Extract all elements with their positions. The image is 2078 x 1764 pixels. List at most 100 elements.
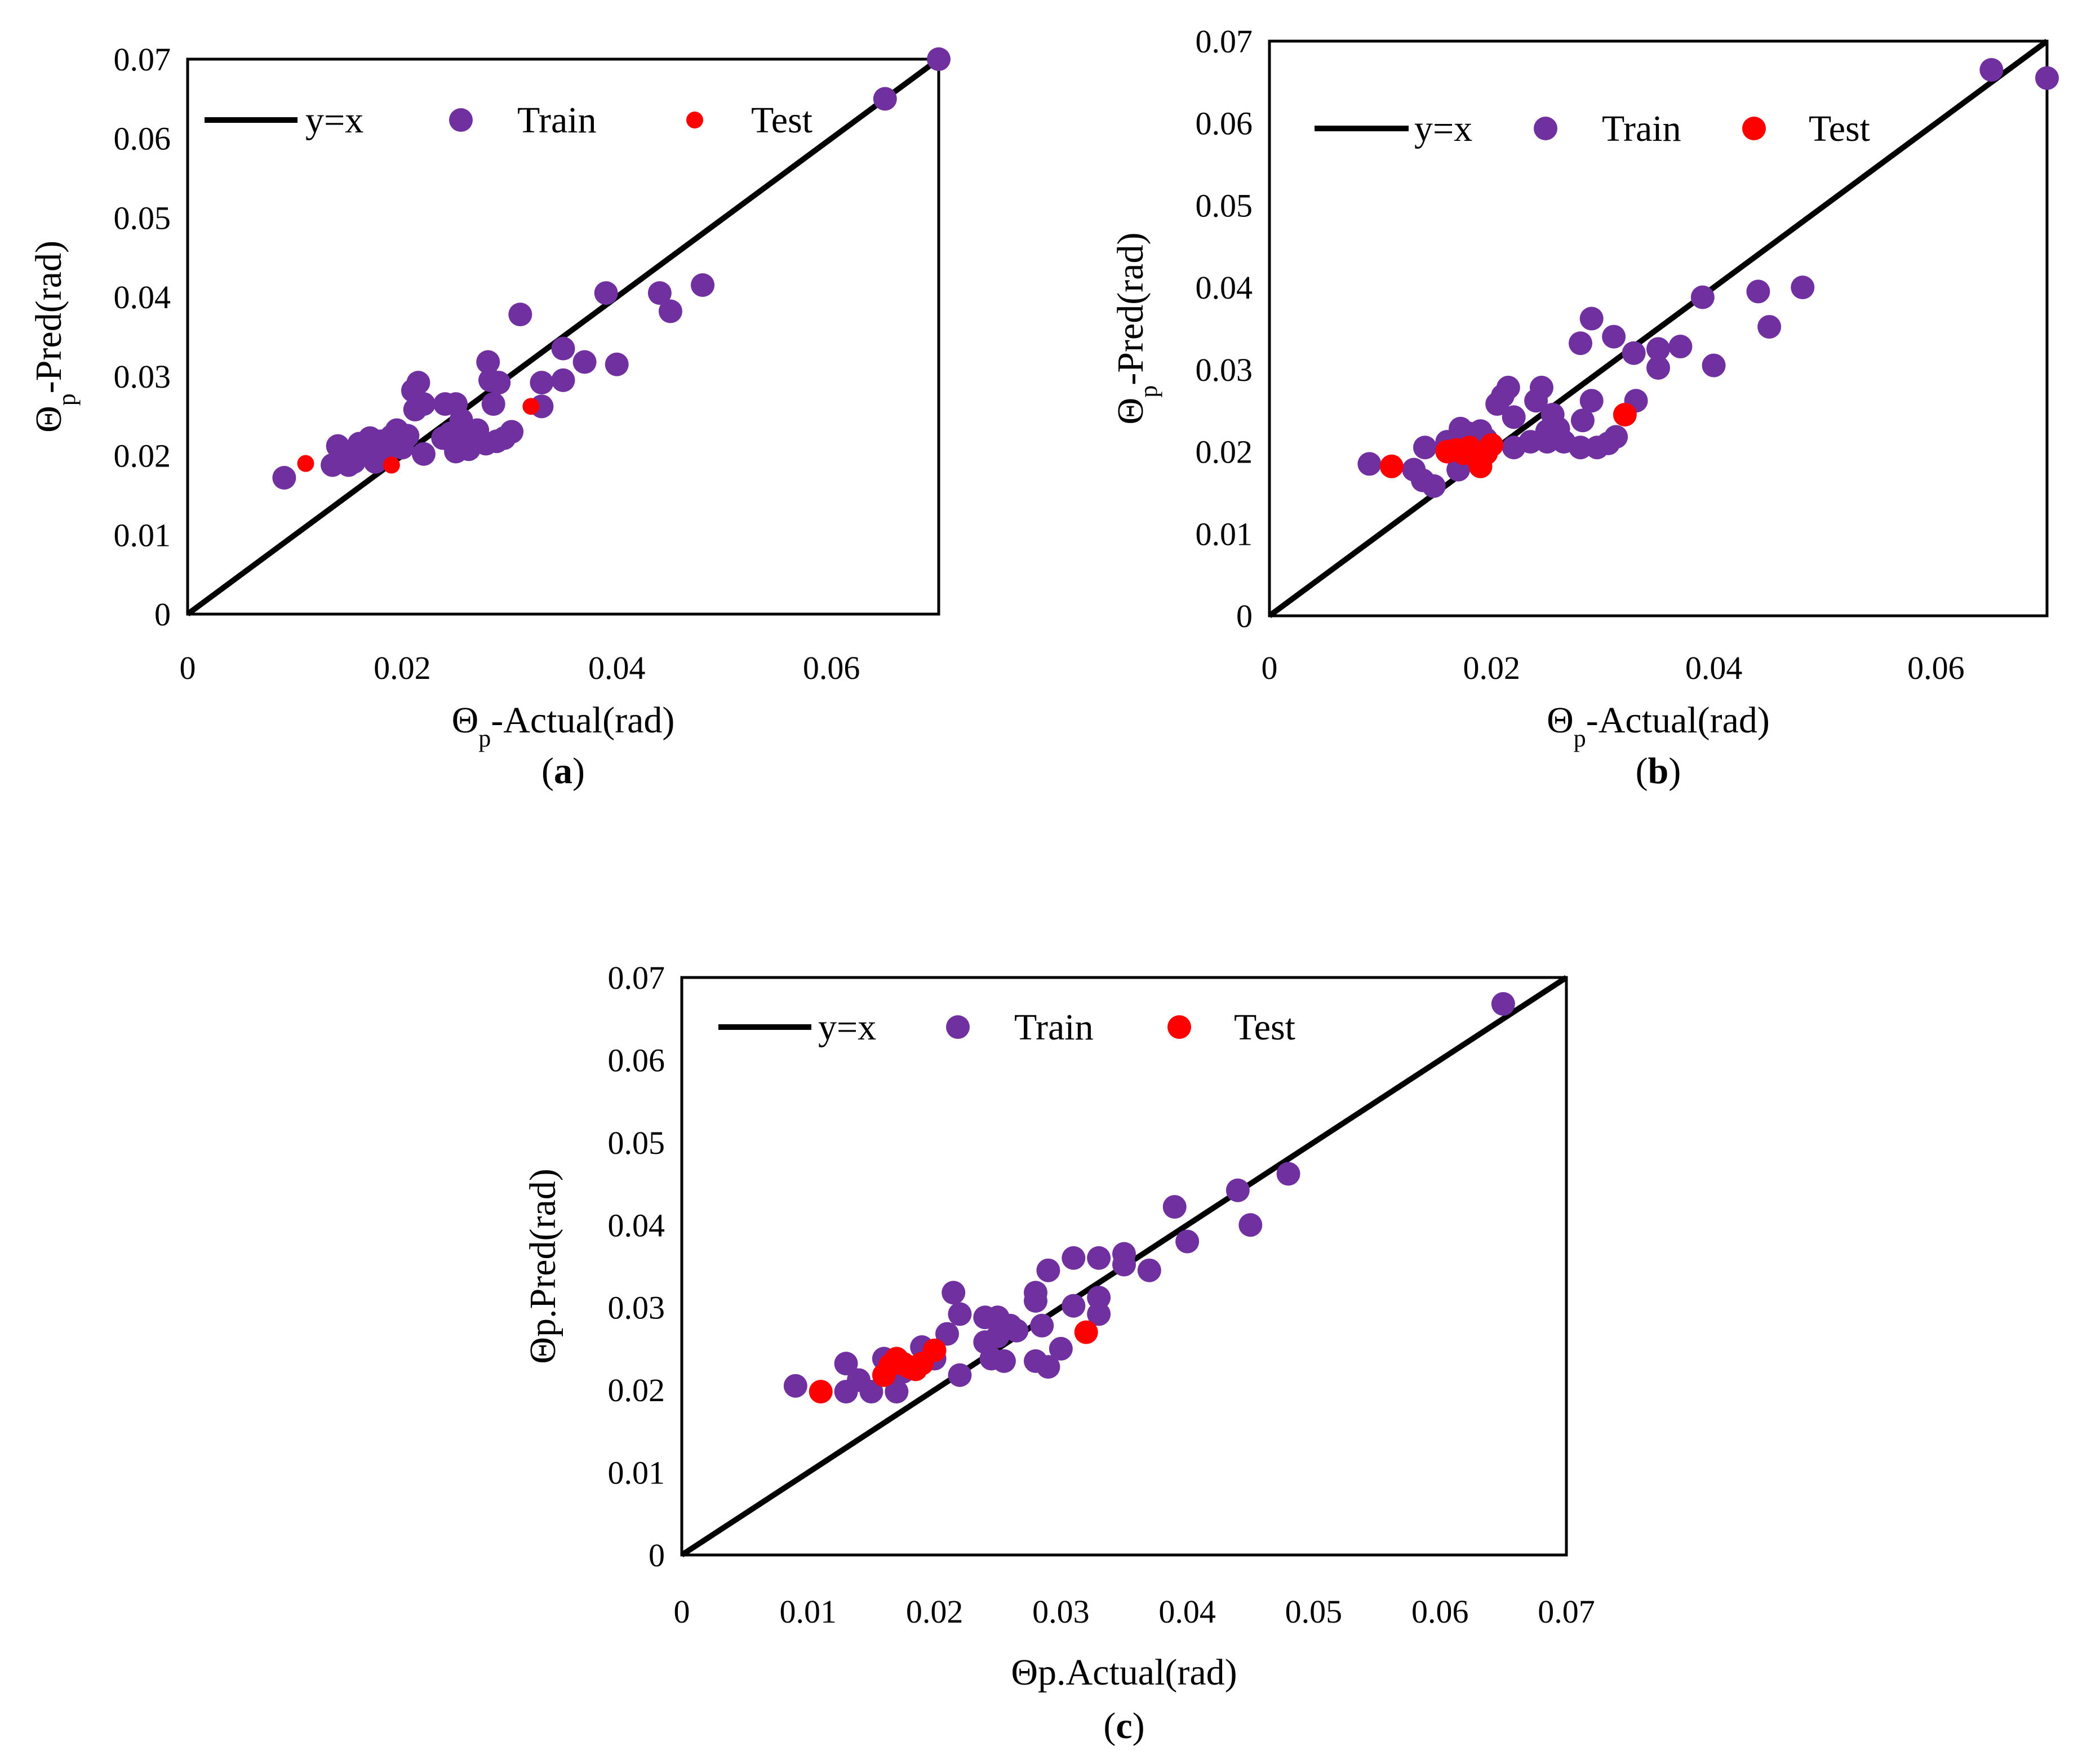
test-point: [297, 455, 314, 472]
train-point: [1579, 306, 1604, 331]
y-tick-label: 0.04: [114, 279, 171, 316]
test-point: [1074, 1320, 1098, 1344]
panel-label: (c): [1103, 1705, 1144, 1747]
y-tick-label: 0.04: [1196, 269, 1253, 306]
y-tick-label: 0.01: [608, 1455, 665, 1491]
train-point: [1791, 276, 1815, 300]
legend-train-marker: [449, 108, 473, 132]
train-point: [834, 1352, 858, 1376]
x-axis-title: Θp-Actual(rad): [452, 700, 675, 752]
y-tick-label: 0.03: [1196, 352, 1253, 388]
test-point: [1379, 454, 1404, 478]
plot-frame: [680, 976, 1568, 1557]
train-point: [1422, 474, 1446, 498]
y-axis-title: Θp.Pred(rad): [522, 1168, 563, 1363]
panel-label: (a): [541, 750, 585, 792]
train-point: [1036, 1355, 1060, 1379]
y-tick-label: 0.02: [1196, 434, 1253, 470]
train-point: [1175, 1229, 1200, 1254]
train-point: [1087, 1246, 1111, 1270]
train-point: [1030, 1313, 1054, 1338]
legend-line-label: y=x: [1414, 108, 1472, 149]
y-tick-label: 0.01: [1196, 516, 1253, 552]
train-point: [2035, 66, 2059, 90]
y-axis-title: Θp-Pred(rad): [1110, 233, 1162, 425]
train-point: [551, 368, 575, 392]
train-point: [1530, 375, 1553, 399]
train-point: [885, 1380, 909, 1404]
train-point: [942, 1281, 966, 1305]
x-tick-label: 0.02: [1463, 650, 1521, 686]
train-point: [1062, 1246, 1086, 1270]
plot-frame: [1268, 39, 2049, 617]
legend-train-label: Train: [1014, 1007, 1094, 1048]
test-point: [922, 1338, 947, 1362]
panel-label: (b): [1636, 750, 1681, 792]
train-point: [1357, 452, 1382, 476]
y-tick-label: 0.07: [608, 959, 665, 996]
train-point: [992, 1349, 1016, 1373]
train-point: [1502, 405, 1526, 429]
train-point: [1049, 1336, 1073, 1361]
train-point: [1036, 1258, 1060, 1282]
train-point: [1162, 1195, 1187, 1219]
train-point: [1668, 335, 1693, 359]
test-point: [522, 398, 540, 415]
train-point: [551, 336, 575, 361]
test-point: [1613, 403, 1637, 426]
train-point: [411, 392, 436, 416]
train-point: [530, 371, 554, 395]
train-point: [1569, 436, 1592, 460]
train-point: [487, 371, 511, 395]
panel-b: 0 0.01 0.02 0.03 0.04 0.05 0.06 0.07 0 0.02 0.04 0.…: [1110, 23, 2059, 792]
train-point: [481, 392, 505, 416]
identity-line: [1268, 38, 2049, 619]
train-point: [935, 1322, 959, 1346]
y-tick-label: 0.06: [1196, 105, 1253, 142]
train-point: [508, 303, 532, 327]
y-axis-title: Θp-Pred(rad): [28, 241, 81, 433]
train-point: [1604, 425, 1628, 449]
x-axis-title: Θp.Actual(rad): [1011, 1652, 1237, 1693]
train-point: [1226, 1178, 1250, 1202]
train-point: [1979, 58, 2004, 82]
train-point: [1702, 353, 1726, 377]
train-point: [948, 1302, 972, 1326]
x-axis-title: Θp-Actual(rad): [1547, 700, 1770, 752]
panel-a: 0 0.01 0.02 0.03 0.04 0.05 0.06 0.07 0 0.02 0.04 0.…: [28, 41, 951, 792]
x-tick-label: 0.02: [906, 1593, 963, 1630]
x-tick-label: 0: [674, 1593, 690, 1630]
train-point: [1646, 356, 1670, 380]
x-tick-label: 0.06: [803, 650, 860, 686]
train-point: [1137, 1258, 1161, 1282]
x-tick-label: 0.01: [780, 1593, 837, 1630]
train-point: [272, 465, 296, 490]
train-point: [1496, 375, 1520, 399]
train-point: [1746, 279, 1770, 304]
x-tick-label: 0: [1262, 650, 1278, 686]
train-point: [948, 1363, 972, 1387]
train-point: [859, 1380, 883, 1404]
train-point: [1062, 1294, 1086, 1318]
y-tick-label: 0.06: [114, 121, 171, 157]
legend-train-label: Train: [1602, 108, 1681, 149]
legend-test-label: Test: [1234, 1007, 1295, 1048]
train-point: [691, 273, 715, 297]
train-point: [1579, 389, 1604, 413]
x-tick-label: 0.03: [1032, 1593, 1090, 1630]
train-point: [1087, 1286, 1111, 1310]
x-tick-label: 0.02: [374, 650, 431, 686]
y-tick-label: 0.02: [114, 438, 171, 474]
y-tick-label: 0.07: [114, 41, 171, 78]
legend-test-marker: [1742, 117, 1766, 140]
y-tick-label: 0.07: [1196, 23, 1253, 60]
train-point: [1569, 331, 1592, 356]
train-point: [406, 371, 430, 395]
legend-test-label: Test: [1809, 108, 1870, 149]
legend-train-marker: [1534, 117, 1557, 140]
y-tick-label: 0.05: [608, 1125, 665, 1161]
x-tick-label: 0.06: [1411, 1593, 1469, 1630]
train-point: [605, 352, 629, 376]
y-tick-label: 0: [1236, 598, 1253, 634]
